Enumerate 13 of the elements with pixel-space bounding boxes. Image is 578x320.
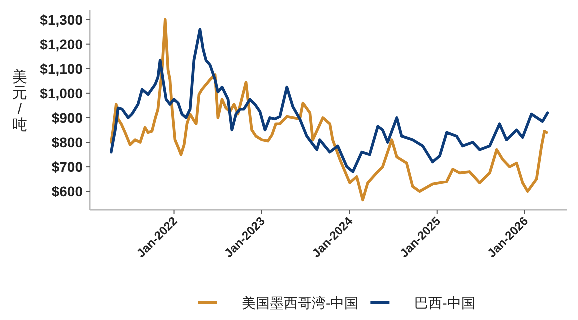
y-tick-label: $1,000	[40, 85, 84, 102]
y-axis-title: 美元/吨	[12, 69, 28, 134]
y-tick-label: $1,100	[40, 60, 84, 77]
y-tick-label: $600	[52, 184, 84, 200]
y-tick-label: $1,300	[40, 12, 84, 28]
y-tick-label: $900	[52, 110, 84, 126]
y-tick-label: $1,200	[40, 36, 84, 52]
y-tick-label: $800	[52, 134, 84, 151]
y-tick-label: $700	[52, 159, 84, 176]
legend-label: 巴西-中国	[414, 295, 476, 311]
legend-label: 美国墨西哥湾-中国	[242, 295, 359, 311]
line-series	[110, 28, 550, 174]
line-series	[110, 18, 548, 202]
